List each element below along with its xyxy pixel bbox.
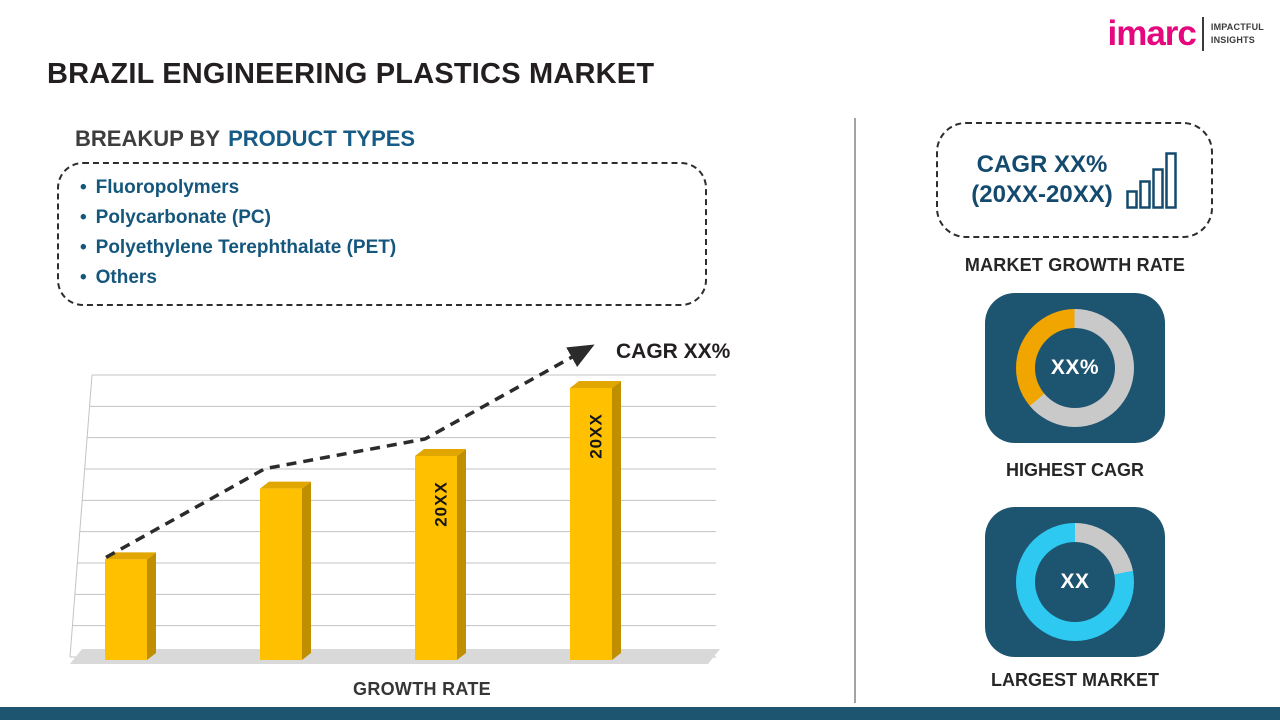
list-item: Polyethylene Terephthalate (PET) (80, 233, 695, 263)
imarc-logo: imarc IMPACTFUL INSIGHTS (1107, 16, 1264, 51)
highest-cagr-tile: XX% (985, 293, 1165, 443)
bullet-icon (80, 203, 87, 233)
highest-cagr-caption: HIGHEST CAGR (1005, 460, 1144, 480)
largest-market-tile: XX (985, 507, 1165, 657)
bar-label: 20XX (431, 481, 450, 527)
logo-tagline-line2: INSIGHTS (1210, 34, 1255, 45)
imarc-logo-text: imarc (1107, 14, 1196, 53)
cagr-value: CAGR XX% (976, 151, 1108, 178)
breakup-heading-prefix: BREAKUP BY (75, 126, 221, 151)
x-axis-label: GROWTH RATE (353, 679, 491, 699)
list-item: Others (80, 263, 695, 293)
product-type-label: Fluoropolymers (95, 177, 240, 198)
bar-3: 20XX (415, 449, 466, 660)
bullet-icon (80, 263, 87, 293)
logo-tagline-line1: IMPACTFUL (1210, 22, 1264, 33)
product-type-label: Others (95, 267, 157, 288)
product-types-box: Fluoropolymers Polycarbonate (PC) Polyet… (57, 162, 707, 306)
largest-market-caption: LARGEST MARKET (991, 670, 1159, 690)
list-item: Fluoropolymers (80, 173, 695, 203)
chart-floor (70, 649, 720, 664)
largest-market-donut-chart: XX (1016, 523, 1134, 641)
list-item: Polycarbonate (PC) (80, 203, 695, 233)
breakup-heading: BREAKUP BY PRODUCT TYPES (75, 126, 415, 152)
breakup-heading-highlight: PRODUCT TYPES (228, 126, 416, 151)
bar-4: 20XX (570, 381, 621, 660)
axis-wall-edge (69, 374, 93, 658)
cagr-period: (20XX-20XX) (971, 181, 1113, 208)
cagr-summary-text: CAGR XX% (20XX-20XX) (971, 150, 1112, 210)
growth-rate-bar-chart: 20XX 20XX (60, 332, 720, 682)
product-type-label: Polycarbonate (PC) (95, 207, 271, 228)
footer-bar (0, 707, 1280, 720)
bar-label: 20XX (586, 413, 605, 459)
highest-cagr-value: XX% (1035, 328, 1115, 408)
cagr-summary-box: CAGR XX% (20XX-20XX) (936, 122, 1213, 238)
largest-market-value: XX (1035, 542, 1115, 622)
logo-divider (1201, 16, 1204, 51)
bar-1 (105, 552, 156, 660)
highest-cagr-donut-chart: XX% (1016, 309, 1134, 427)
bullet-icon (80, 233, 87, 263)
section-divider (854, 118, 856, 703)
product-type-label: Polyethylene Terephthalate (PET) (95, 237, 397, 258)
cagr-annotation: CAGR XX% (616, 340, 731, 363)
market-growth-rate-label: MARKET GROWTH RATE (964, 255, 1186, 275)
page-title: BRAZIL ENGINEERING PLASTICS MARKET (47, 58, 655, 90)
logo-tagline: IMPACTFUL INSIGHTS (1211, 21, 1264, 45)
trend-arrow (105, 344, 595, 559)
bullet-icon (80, 173, 87, 203)
bar-chart-icon (1125, 152, 1177, 209)
bar-2 (260, 481, 311, 660)
